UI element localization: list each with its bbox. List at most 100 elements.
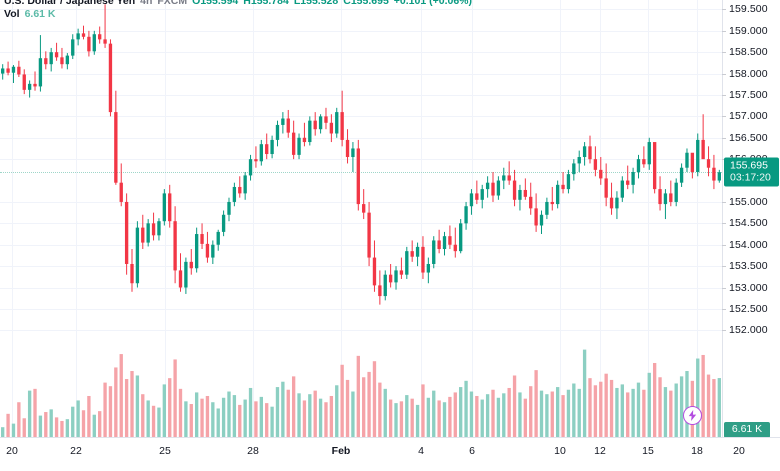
candle-body [674,182,678,202]
gridline-vertical [472,0,473,437]
volume-bar [518,392,522,437]
price-tick-dash [722,287,726,289]
price-tick-label: 152.500 [722,303,768,315]
volume-bar [291,376,296,437]
volume-bar [399,401,404,437]
candle-body [194,234,199,269]
volume-bar [60,420,64,437]
candle-body [232,186,237,202]
candle-body [297,137,301,155]
candle-body [71,39,75,56]
candle-body [221,214,226,232]
candle-body [658,189,662,205]
volume-bar [469,391,474,437]
candle-body [388,274,393,283]
volume-bar [394,403,398,437]
candle-body [561,184,565,190]
volume-bar [81,410,86,437]
gridline-horizontal [0,9,722,10]
chart-plot-area[interactable] [0,0,722,437]
volume-bar [119,354,123,437]
candle-body [76,33,80,40]
volume-bar [523,398,528,437]
candle-body [98,34,102,40]
gridline-vertical [697,0,698,437]
candle-body [238,186,242,194]
gridline-vertical [600,0,601,437]
candle-body [582,146,587,158]
candle-body [394,270,398,283]
candle-body [65,55,70,65]
volume-bar [712,379,716,437]
volume-bar [642,389,646,437]
volume-bar [114,367,118,437]
volume-bar [168,378,172,437]
volume-bar [442,402,447,437]
volume-bar [502,393,506,437]
gridline-horizontal [0,31,722,32]
volume-bar [49,409,53,437]
volume-bar [609,379,614,437]
volume-bar [65,419,70,437]
candle-body [216,231,220,245]
current-price-badge[interactable]: 155.695 03:17:20 [724,157,779,187]
candle-body [399,270,404,275]
candlestick-series [1,4,721,437]
volume-bar [534,370,538,437]
time-tick-label: 28 [247,445,259,457]
volume-bar [636,382,641,437]
volume-value-badge[interactable]: 6.61 K [724,422,770,438]
gridline-horizontal [0,74,722,75]
price-tick-label: 153.500 [722,260,768,272]
volume-bar [6,413,10,437]
volume-bar [485,394,490,437]
candle-body [593,159,598,170]
volume-bar [620,384,624,437]
price-tick-label: 157.500 [722,89,768,101]
volume-bar [588,378,592,437]
candle-body [114,112,118,183]
gridline-horizontal [0,266,722,267]
price-tick-dash [722,201,726,203]
candle-body [405,251,409,275]
volume-bar [561,395,565,437]
volume-bar [669,390,673,437]
candle-body [507,175,511,181]
candle-body [545,201,549,215]
candle-body [329,122,334,134]
candle-body [103,39,107,44]
volume-bar [577,388,581,437]
volume-bar [437,400,441,437]
gridline-horizontal [0,116,722,117]
candle-body [464,206,468,224]
time-tick-label: 6 [469,445,475,457]
price-scale[interactable]: 159.500 159.000 158.500 158.000 157.500 157.0… [722,0,780,438]
candle-body [87,36,91,52]
volume-bar [178,388,183,437]
volume-bar [44,412,48,437]
volume-bar [663,387,668,437]
price-tick-dash [722,330,726,332]
volume-bar [421,384,425,437]
candle-body [459,223,463,252]
candle-body [124,201,129,264]
time-scale[interactable]: 20 22 25 28 Feb 4 6 10 12 15 18 20 [0,437,780,471]
price-tick-dash [722,308,726,310]
gridline-vertical [560,0,561,437]
volume-bar [232,395,237,437]
volume-bar [98,411,102,437]
realtime-bolt-icon[interactable] [683,406,702,425]
volume-bar [507,387,511,437]
candle-body [518,189,522,200]
candle-body [168,193,172,222]
price-tick-dash [722,9,726,11]
candle-body [502,175,506,181]
time-tick-label: 4 [418,445,424,457]
volume-bar [652,362,657,437]
volume-bar [216,408,220,437]
candle-body [318,116,323,130]
time-tick-label: Feb [331,445,351,457]
volume-bar [33,388,37,437]
volume-bar [17,402,21,437]
